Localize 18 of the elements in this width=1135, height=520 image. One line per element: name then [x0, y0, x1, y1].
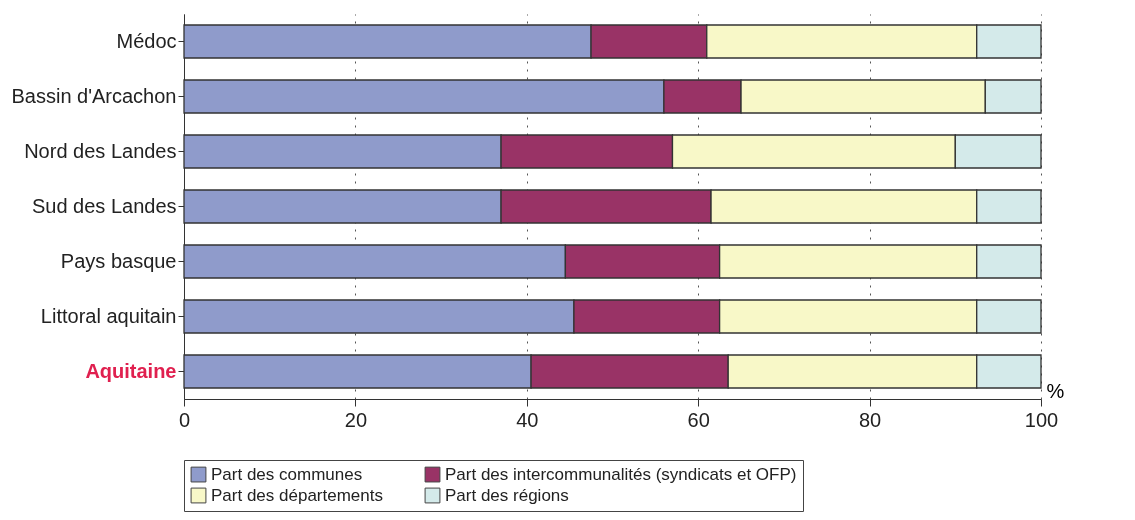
- x-tick-label: 60: [687, 408, 710, 431]
- legend-label: Part des intercommunalités (syndicats et OFP): [445, 464, 797, 484]
- y-tick-label: Pays basque: [60, 249, 177, 272]
- y-tick-label: Aquitaine: [85, 359, 177, 382]
- x-tick-label: 80: [858, 408, 882, 431]
- x-tick-label: 0: [178, 408, 191, 431]
- legend-label: Part des communes: [211, 464, 363, 484]
- x-tick-label: 100: [1024, 408, 1059, 431]
- legend-label: Part des départements: [211, 485, 383, 505]
- legend-label: Part des régions: [445, 485, 569, 505]
- x-tick-label: 40: [516, 408, 539, 431]
- y-tick-label: Nord des Landes: [24, 139, 177, 162]
- y-tick-label: Sud des Landes: [31, 194, 177, 217]
- y-tick-label: Médoc: [116, 29, 177, 52]
- y-tick-label: Bassin d'Arcachon: [11, 84, 177, 107]
- x-axis-title: %: [1046, 379, 1065, 402]
- x-tick-label: 20: [344, 408, 368, 431]
- y-tick-label: Littoral aquitain: [40, 304, 177, 327]
